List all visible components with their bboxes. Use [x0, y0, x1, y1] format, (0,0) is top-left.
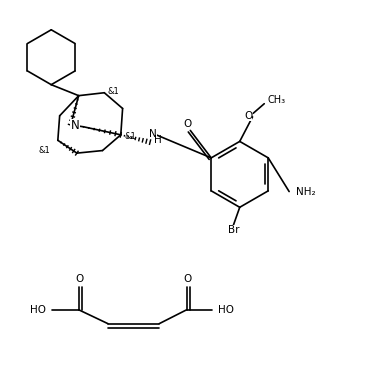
Text: HO: HO	[218, 305, 234, 315]
Text: &1: &1	[108, 87, 120, 97]
Text: O: O	[184, 274, 192, 284]
Text: N: N	[71, 119, 80, 132]
Text: HO: HO	[30, 305, 46, 315]
Text: CH₃: CH₃	[268, 95, 286, 105]
Text: H: H	[153, 135, 161, 145]
Text: &1: &1	[124, 132, 136, 141]
Text: N: N	[149, 129, 157, 139]
Text: NH₂: NH₂	[296, 186, 316, 197]
Text: &1: &1	[39, 146, 51, 155]
Text: O: O	[76, 274, 84, 284]
Text: Br: Br	[228, 225, 239, 235]
Text: O: O	[244, 111, 252, 121]
Text: O: O	[183, 119, 191, 129]
